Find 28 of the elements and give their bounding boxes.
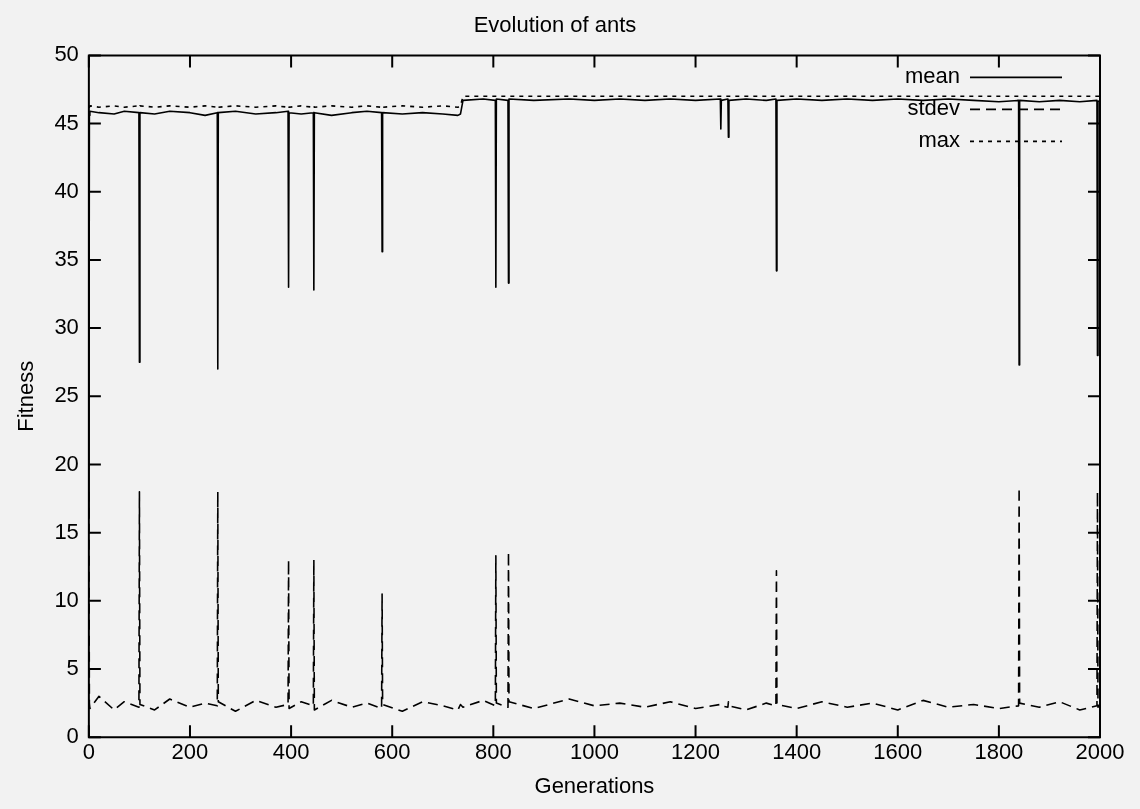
x-tick-label: 0 (82, 739, 95, 765)
x-tick-label: 1800 (974, 739, 1024, 765)
x-tick-label: 1200 (671, 739, 721, 765)
y-tick-label: 10 (54, 586, 79, 612)
x-tick-label: 2000 (1075, 739, 1125, 765)
x-axis-title: Generations (534, 772, 655, 798)
legend-label: stdev (907, 95, 960, 121)
x-tick-label: 1600 (873, 739, 923, 765)
y-tick-label: 15 (54, 518, 79, 544)
y-tick-label: 35 (54, 246, 79, 271)
y-tick-label: 20 (54, 450, 79, 476)
x-tick-label: 1000 (569, 739, 619, 765)
y-tick-label: 0 (66, 723, 79, 749)
x-tick-label: 600 (373, 739, 411, 765)
legend-label: mean (904, 63, 960, 89)
y-tick-label: 5 (66, 655, 79, 681)
x-tick-label: 200 (171, 739, 209, 765)
y-tick-label: 40 (54, 177, 79, 203)
x-tick-label: 1400 (772, 739, 822, 765)
y-tick-label: 25 (54, 382, 79, 408)
x-tick-label: 400 (272, 739, 310, 765)
legend-label: max (918, 127, 960, 153)
y-tick-label: 50 (54, 41, 79, 67)
y-axis-title: Fitness (13, 360, 39, 432)
chart-title: Evolution of ants (473, 12, 637, 38)
y-tick-label: 45 (54, 109, 79, 135)
x-tick-label: 800 (474, 739, 512, 765)
y-tick-label: 30 (54, 314, 79, 340)
